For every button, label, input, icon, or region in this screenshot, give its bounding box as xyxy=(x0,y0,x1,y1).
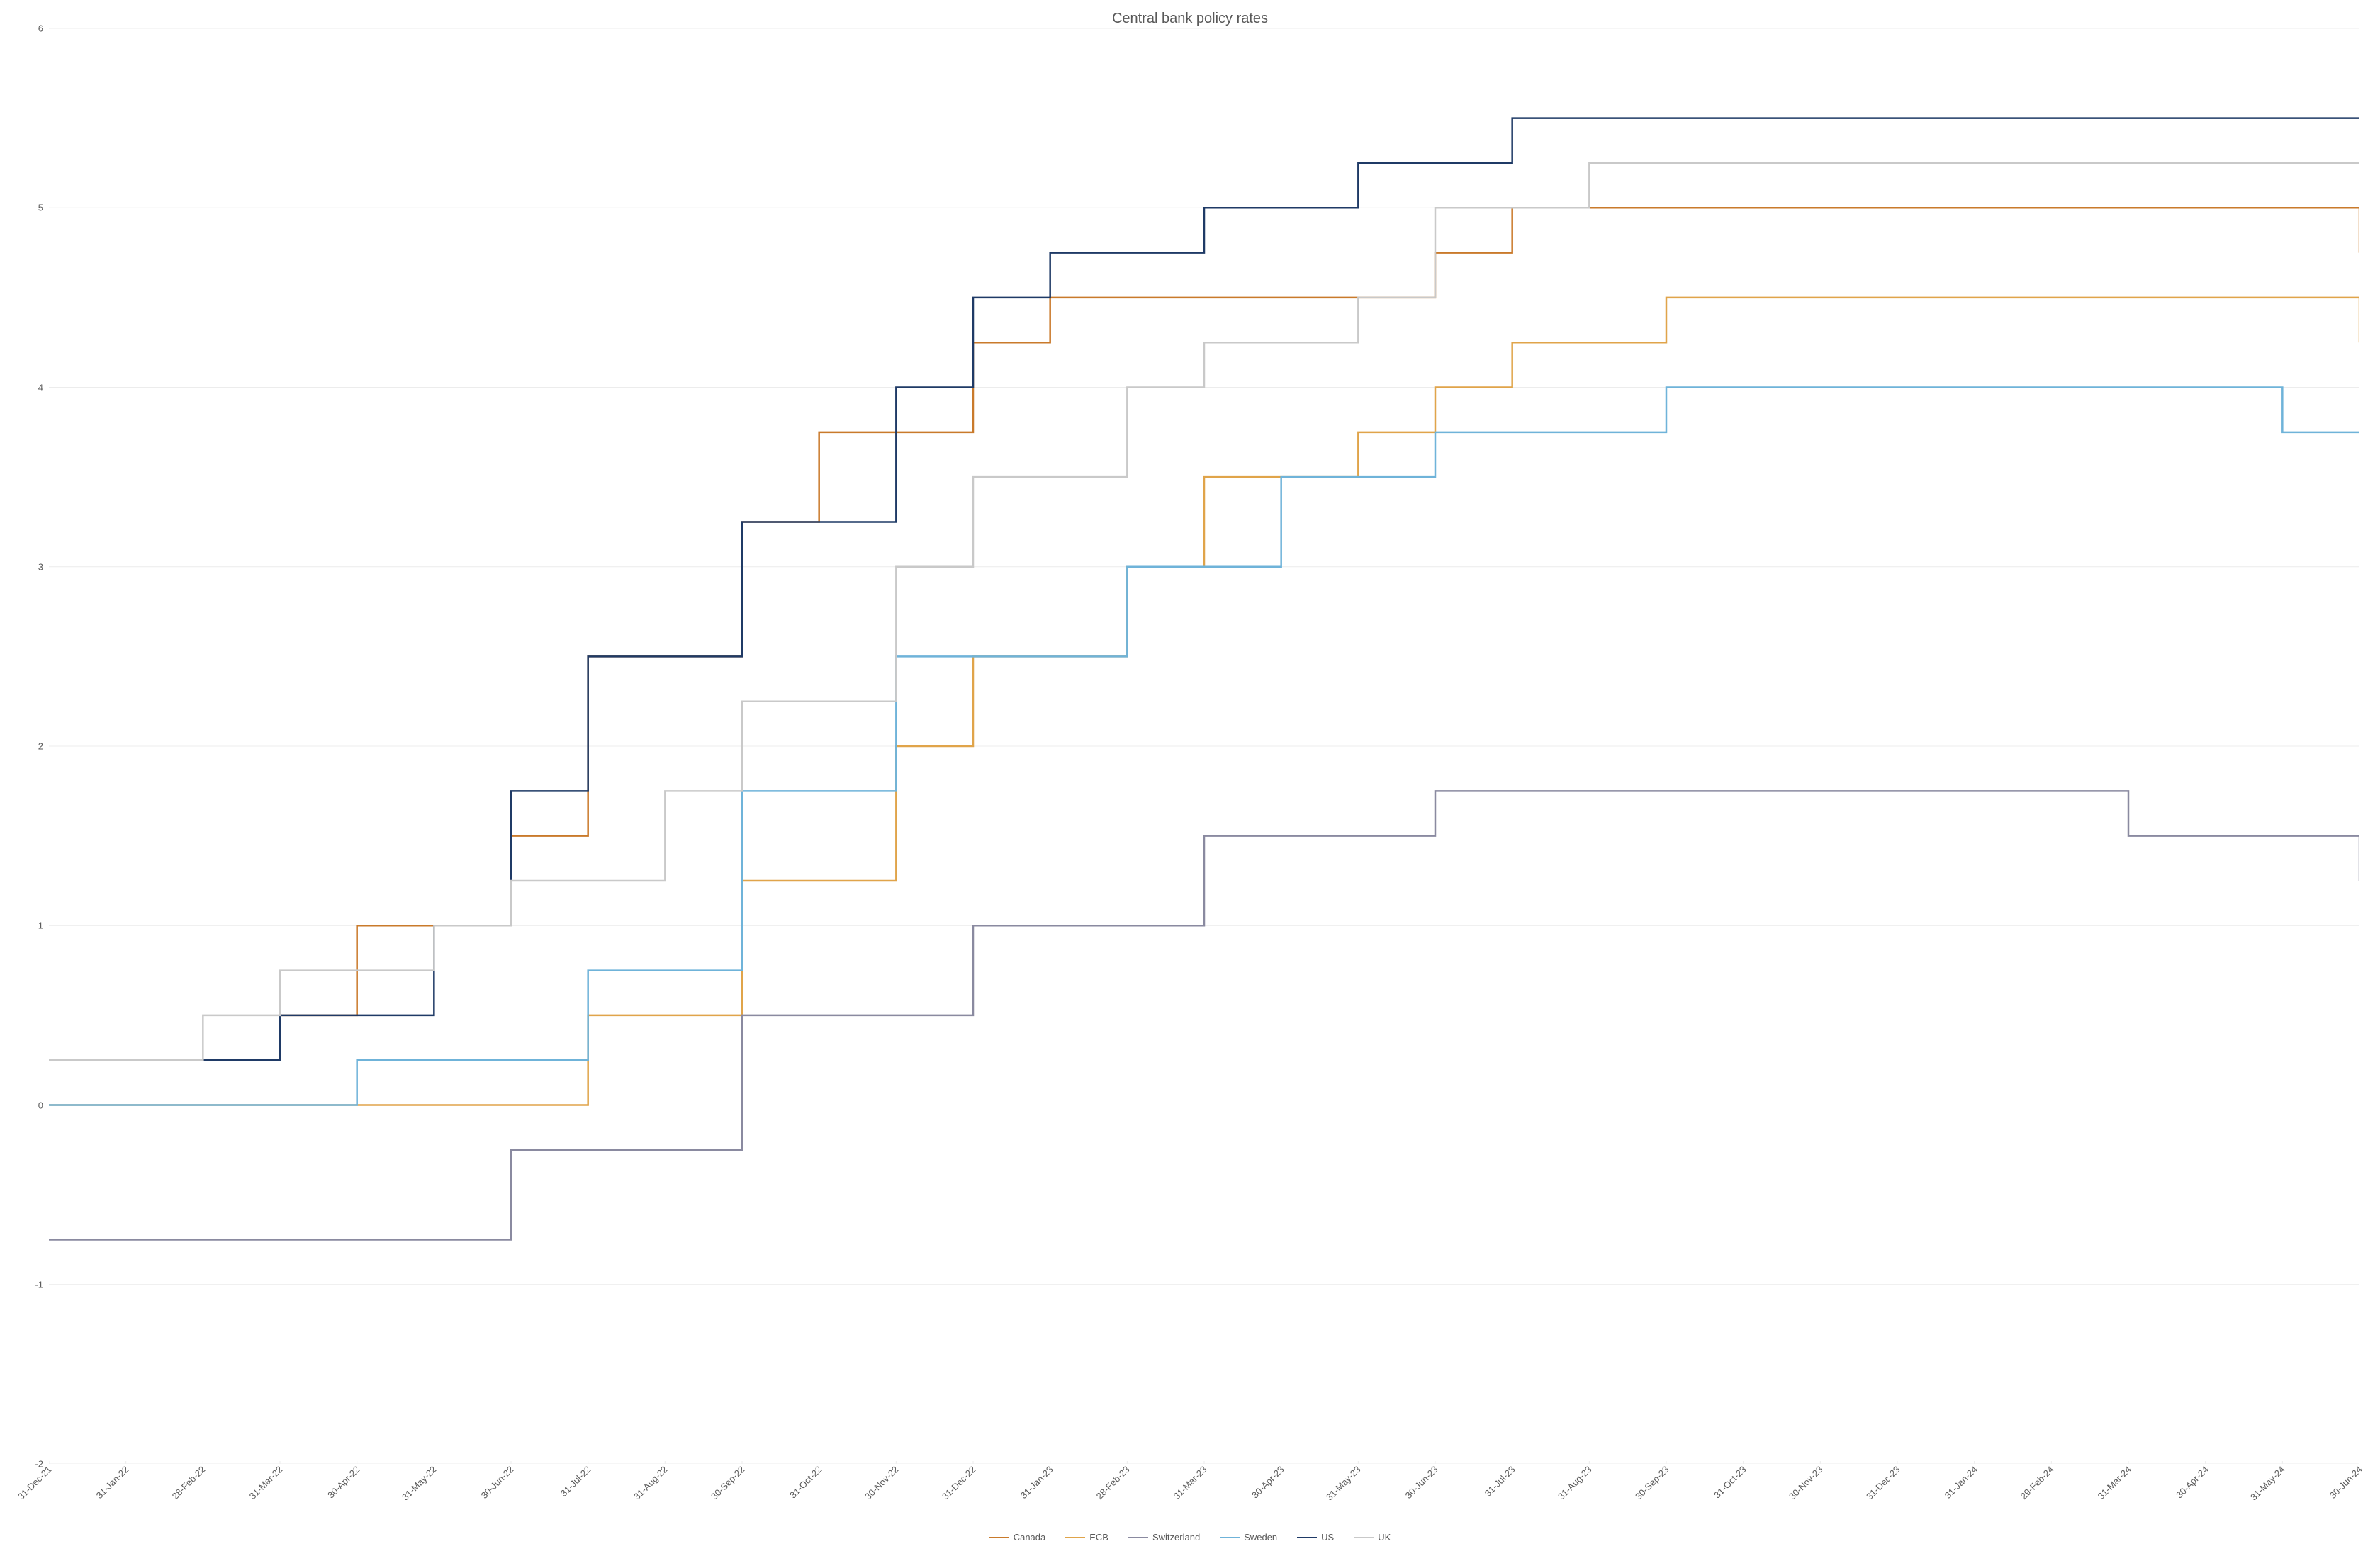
plot-svg xyxy=(49,28,2359,1464)
legend-swatch xyxy=(1065,1537,1085,1538)
series-ecb xyxy=(49,298,2359,1105)
legend-label: ECB xyxy=(1089,1532,1108,1543)
plot-area xyxy=(49,28,2359,1464)
y-tick-label: 3 xyxy=(38,561,43,572)
plot-row: -2-10123456 xyxy=(6,28,2374,1464)
legend-label: US xyxy=(1321,1532,1334,1543)
legend-swatch xyxy=(989,1537,1009,1538)
y-axis: -2-10123456 xyxy=(6,28,49,1464)
y-tick-label: 0 xyxy=(38,1100,43,1110)
y-tick-label: 6 xyxy=(38,23,43,34)
y-tick-label: 4 xyxy=(38,382,43,393)
legend-swatch xyxy=(1354,1537,1374,1538)
legend-item-sweden: Sweden xyxy=(1220,1532,1277,1543)
y-tick-label: 1 xyxy=(38,920,43,931)
legend-swatch xyxy=(1220,1537,1240,1538)
legend-item-uk: UK xyxy=(1354,1532,1391,1543)
chart-border: Central bank policy rates -2-10123456 31… xyxy=(6,6,2374,1550)
legend-label: Switzerland xyxy=(1152,1532,1200,1543)
x-axis: 31-Dec-2131-Jan-2228-Feb-2231-Mar-2230-A… xyxy=(49,1464,2359,1528)
y-tick-label: -1 xyxy=(35,1279,43,1290)
chart-container: Central bank policy rates -2-10123456 31… xyxy=(0,0,2380,1556)
legend-label: Sweden xyxy=(1244,1532,1277,1543)
legend-item-ecb: ECB xyxy=(1065,1532,1108,1543)
y-tick-label: 5 xyxy=(38,203,43,213)
legend-label: UK xyxy=(1378,1532,1391,1543)
legend-item-us: US xyxy=(1297,1532,1334,1543)
legend-swatch xyxy=(1297,1537,1317,1538)
chart-title: Central bank policy rates xyxy=(6,11,2374,27)
series-canada xyxy=(49,208,2359,1060)
legend-swatch xyxy=(1128,1537,1148,1538)
legend-item-switzerland: Switzerland xyxy=(1128,1532,1200,1543)
legend-label: Canada xyxy=(1014,1532,1046,1543)
x-axis-row: 31-Dec-2131-Jan-2228-Feb-2231-Mar-2230-A… xyxy=(6,1464,2374,1528)
legend: Canada ECB Switzerland Sweden US UK xyxy=(6,1528,2374,1550)
y-tick-label: 2 xyxy=(38,741,43,752)
legend-item-canada: Canada xyxy=(989,1532,1046,1543)
